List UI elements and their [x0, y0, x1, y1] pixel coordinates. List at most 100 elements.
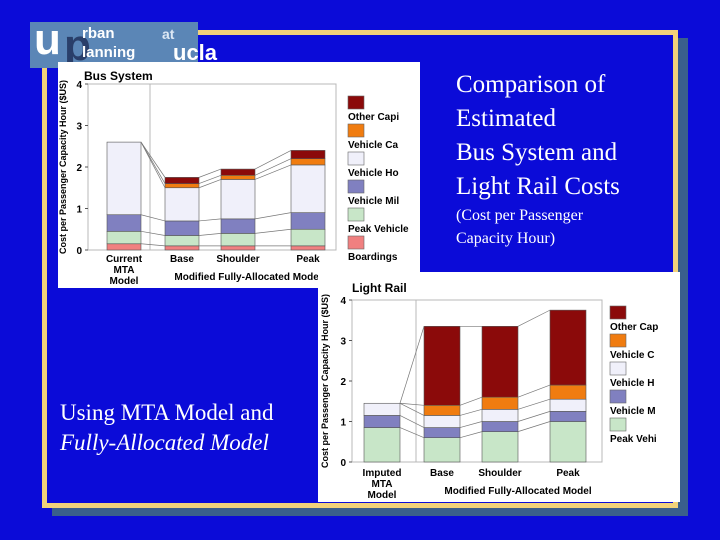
light-rail-chart-svg: Light Rail 0 1 2 3 4 Cost per Passenger Capaci…: [320, 281, 658, 501]
bar-segment: [220, 245, 256, 251]
title-line: Estimated: [456, 105, 556, 132]
logo-letter-u: u: [34, 15, 61, 64]
bar-segment: [549, 398, 587, 412]
title-line: Bus System and: [456, 139, 618, 166]
x-category-label: Model: [368, 490, 397, 501]
bar-segment: [549, 421, 587, 463]
bar-segment: [290, 158, 326, 166]
subtitle-line: (Cost per Passenger: [456, 207, 584, 224]
y-tick-label: 0: [76, 246, 82, 257]
legend-label: Peak Vehicle: [348, 224, 409, 235]
series-connector: [140, 214, 166, 222]
bar-segment: [423, 415, 461, 428]
series-connector: [517, 411, 551, 422]
slide-subtitle: (Cost per Passenger Capacity Hour): [456, 204, 676, 250]
bus-system-chart-svg: Bus System 0 1 2 3 4 Cost per Passenger Capaci…: [58, 69, 409, 287]
bar-segment: [164, 235, 200, 247]
legend-label: Other Capi: [348, 112, 399, 123]
series-connector: [254, 158, 292, 176]
legend-swatch: [347, 179, 365, 194]
bar-segment: [549, 411, 587, 422]
series-connector: [517, 384, 551, 398]
legend-swatch: [347, 151, 365, 166]
series-connector: [254, 150, 292, 170]
series-connector: [459, 396, 483, 406]
legend-label: Peak Vehi: [610, 434, 657, 445]
bar-segment: [481, 396, 519, 410]
bar-segment: [481, 326, 519, 398]
legend-label: Boardings: [348, 252, 398, 263]
x-category-label: Imputed: [363, 468, 402, 479]
x-category-label: MTA: [114, 265, 135, 276]
light-rail-chart: Light Rail 0 1 2 3 4 Cost per Passenger Capaci…: [318, 272, 680, 502]
legend-label: Vehicle Ho: [348, 168, 399, 179]
bar-segment: [481, 421, 519, 432]
series-connector: [198, 174, 222, 184]
bar-segment: [290, 150, 326, 160]
y-tick-label: 1: [340, 418, 346, 429]
bar-segment: [290, 245, 326, 251]
bar-segment: [106, 231, 142, 245]
subtitle-line: Capacity Hour): [456, 230, 556, 247]
series-connector: [140, 230, 166, 236]
legend-swatch: [609, 389, 627, 404]
series-connector: [399, 402, 425, 406]
y-tick-label: 4: [340, 296, 346, 307]
legend-label: Other Cap: [610, 322, 658, 333]
bus-system-chart: Bus System 0 1 2 3 4 Cost per Passenger Capaci…: [58, 62, 420, 288]
logo-text-ucla: ucla: [173, 40, 218, 65]
series-connector: [140, 141, 166, 178]
bar-segment: [164, 183, 200, 189]
slide-caption: Using MTA Model and Fully-Allocated Mode…: [60, 398, 273, 458]
logo-text-rban: rban: [82, 25, 115, 42]
caption-line-2: Fully-Allocated Model: [60, 430, 269, 455]
series-connector: [198, 179, 222, 189]
y-tick-label: 0: [340, 458, 346, 469]
y-tick-label: 2: [340, 377, 346, 388]
series-connector: [140, 243, 166, 247]
bar-segment: [290, 164, 326, 213]
series-connector: [198, 168, 222, 178]
bar-segment: [220, 168, 256, 176]
bar-segment: [481, 409, 519, 422]
legend-swatch: [347, 95, 365, 110]
bar-segment: [164, 220, 200, 236]
bar-segment: [549, 384, 587, 400]
series-connector: [399, 415, 425, 428]
bar-segment: [106, 243, 142, 251]
bar-segment: [164, 245, 200, 251]
series-connector: [459, 431, 483, 439]
bar-segment: [164, 187, 200, 222]
logo-text-lanning: lanning: [82, 44, 136, 61]
y-tick-label: 3: [340, 337, 346, 348]
legend-swatch: [347, 207, 365, 222]
bar-segment: [220, 179, 256, 220]
x-category-label: Peak: [296, 254, 320, 265]
bar-segment: [164, 177, 200, 184]
y-tick-label: 2: [76, 163, 82, 174]
bar-segment: [423, 437, 461, 463]
x-category-label: Base: [170, 254, 194, 265]
bar-segment: [220, 218, 256, 234]
logo-letter-p: p: [64, 21, 91, 70]
legend-swatch: [609, 333, 627, 348]
bar-segment: [290, 212, 326, 230]
legend-label: Vehicle Mil: [348, 196, 399, 207]
x-category-label: Current: [106, 254, 143, 265]
x-category-label: Peak: [556, 468, 580, 479]
caption-line-1: Using MTA Model and: [60, 400, 274, 425]
series-connector: [198, 218, 222, 222]
bar-segment: [363, 427, 401, 463]
legend-swatch: [609, 417, 627, 432]
series-connector: [254, 164, 292, 180]
legend-swatch: [347, 235, 365, 250]
chart-title: Bus System: [84, 69, 153, 83]
bar-segment: [363, 402, 401, 416]
y-axis-label: Cost per Passenger Capacity Hour ($US): [320, 294, 330, 468]
x-category-label: Shoulder: [478, 468, 521, 479]
title-line: Comparison of: [456, 71, 606, 98]
y-tick-label: 4: [76, 80, 82, 91]
urban-planning-logo: u p rban lanning at ucla: [30, 18, 217, 70]
bar-segment: [220, 233, 256, 247]
x-category-label: MTA: [372, 479, 393, 490]
